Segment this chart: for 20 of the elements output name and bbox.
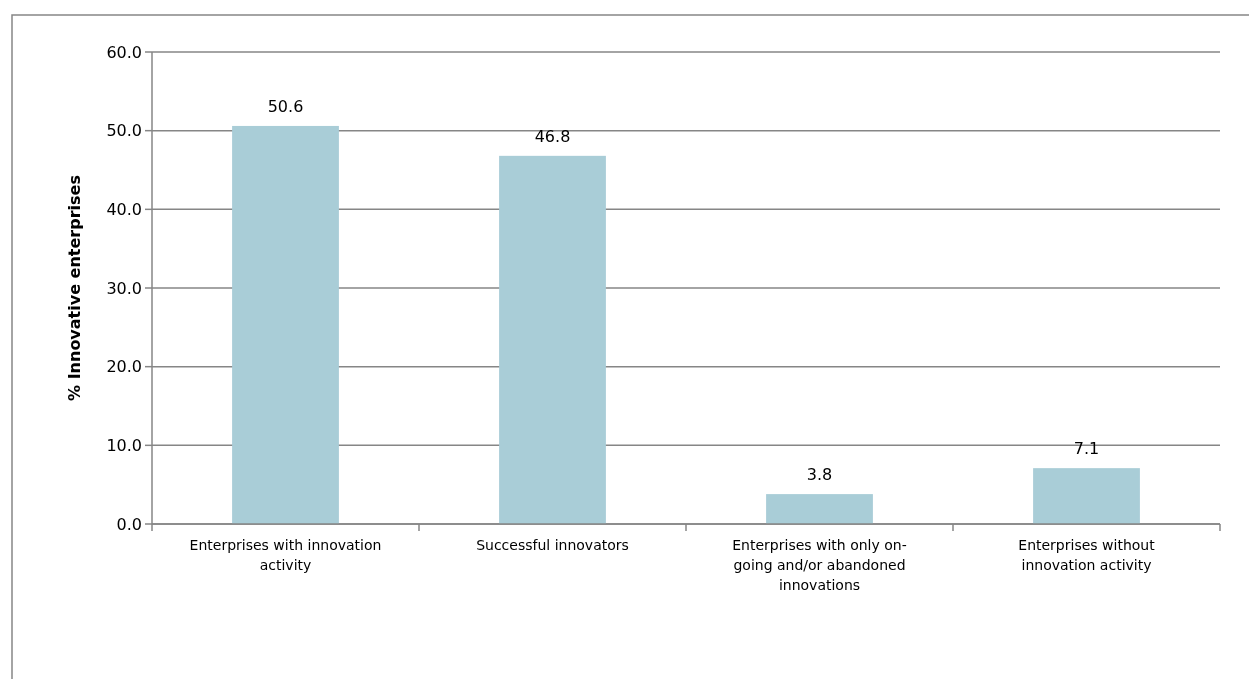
y-tick-label: 40.0 xyxy=(106,199,142,219)
y-tick-label: 20.0 xyxy=(106,357,142,377)
data-label: 46.8 xyxy=(534,126,571,146)
x-tick-label: Enterprises without innovation activity xyxy=(1018,537,1156,573)
y-tick-label: 10.0 xyxy=(106,435,142,455)
y-tick-label: 0.0 xyxy=(116,514,142,534)
data-label: 7.1 xyxy=(1073,439,1100,459)
y-tick-label: 60.0 xyxy=(106,42,142,62)
x-tick-label: Enterprises with only on-going and/or abandoned innovations xyxy=(732,537,907,593)
data-label: 50.6 xyxy=(267,96,304,116)
bar xyxy=(1033,468,1140,524)
y-tick-label: 30.0 xyxy=(106,278,142,298)
y-axis-title: % Innovative enterprises xyxy=(65,175,84,401)
x-tick-label: Successful innovators xyxy=(476,537,629,553)
bar xyxy=(499,155,606,524)
x-tick-label: Enterprises with innovation activity xyxy=(189,537,382,573)
bar xyxy=(766,494,873,524)
data-label: 3.8 xyxy=(806,465,833,485)
bar xyxy=(232,125,339,524)
y-tick-label: 50.0 xyxy=(106,121,142,141)
